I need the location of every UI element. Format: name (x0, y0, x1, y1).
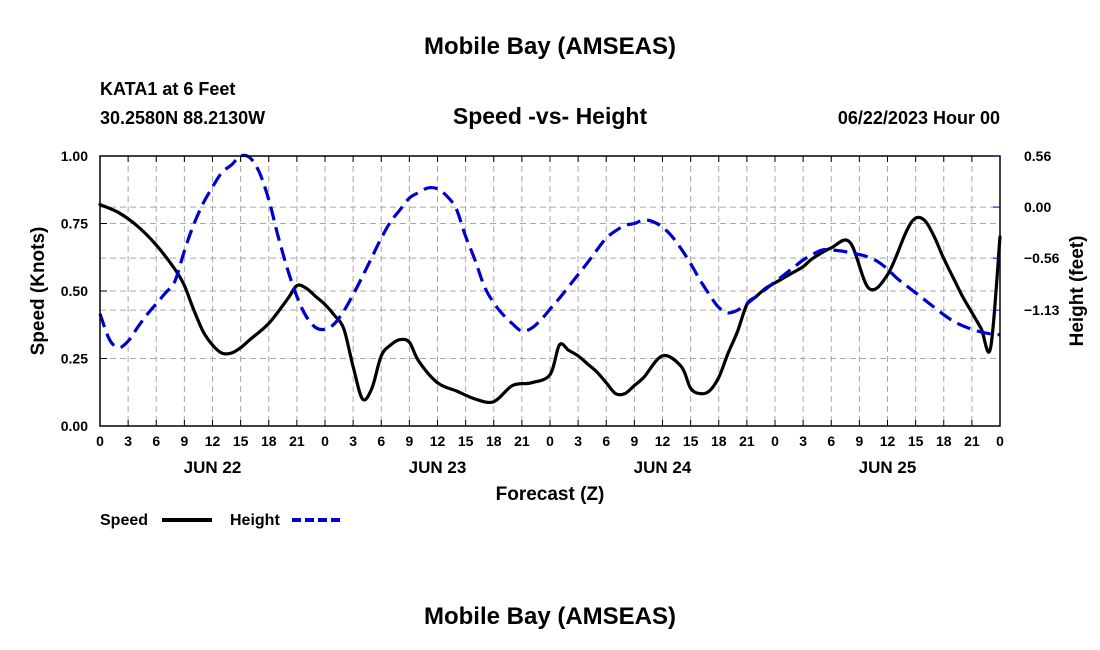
series-line-height (98, 153, 1001, 350)
x-tick-label: 18 (711, 433, 727, 449)
series-line-speed (98, 203, 1002, 405)
x-day-label: JUN 25 (859, 458, 917, 477)
x-tick-label: 18 (486, 433, 502, 449)
y-tick-label-left: 0.75 (61, 216, 88, 232)
y-tick-label-left: 1.00 (61, 148, 88, 164)
x-tick-label: 0 (96, 433, 104, 449)
x-tick-label: 12 (205, 433, 221, 449)
x-tick-label: 21 (289, 433, 305, 449)
x-tick-label: 6 (377, 433, 385, 449)
y-tick-label-left: 0.50 (61, 283, 88, 299)
x-tick-label: 21 (739, 433, 755, 449)
x-tick-label: 3 (124, 433, 132, 449)
forecast-datetime: 06/22/2023 Hour 00 (838, 108, 1000, 128)
station-label: KATA1 at 6 Feet (100, 79, 235, 99)
x-tick-label: 0 (321, 433, 329, 449)
x-tick-label: 6 (827, 433, 835, 449)
x-tick-label: 15 (458, 433, 474, 449)
x-tick-label: 12 (430, 433, 446, 449)
x-tick-label: 3 (574, 433, 582, 449)
x-tick-label: 9 (405, 433, 413, 449)
axis-ticks: 0 3 6 9 12 15 18 21 0 3 6 9 12 15 18 21 0 3 6 9 12 15 18 21 0 3 6 9… (61, 148, 1060, 477)
x-tick-label: 18 (261, 433, 277, 449)
x-tick-label: 12 (880, 433, 896, 449)
x-axis-label: Forecast (Z) (496, 484, 605, 505)
legend-speed-label: Speed (100, 512, 148, 529)
x-tick-label: 15 (908, 433, 924, 449)
x-tick-label: 21 (514, 433, 530, 449)
x-day-label: JUN 23 (409, 458, 467, 477)
y-tick-label-left: 0.25 (61, 351, 88, 367)
station-coordinates: 30.2580N 88.2130W (100, 108, 265, 128)
y-tick-label-right: 0.56 (1024, 148, 1051, 164)
x-tick-label: 6 (152, 433, 160, 449)
legend-height-label: Height (230, 512, 280, 529)
x-day-label: JUN 24 (634, 458, 692, 477)
x-tick-label: 9 (630, 433, 638, 449)
y-tick-label-left: 0.00 (61, 418, 88, 434)
grid (100, 156, 1000, 426)
y-tick-label-right: 0.00 (1024, 199, 1051, 215)
x-tick-label: 3 (349, 433, 357, 449)
x-tick-label: 18 (936, 433, 952, 449)
y-tick-label-right: −1.13 (1024, 302, 1060, 318)
chart-title: Speed -vs- Height (453, 103, 648, 129)
x-tick-label: 6 (602, 433, 610, 449)
x-tick-label: 12 (655, 433, 671, 449)
x-tick-label: 3 (799, 433, 807, 449)
x-tick-label: 0 (771, 433, 779, 449)
x-tick-label: 15 (683, 433, 699, 449)
legend: Speed Height (100, 512, 342, 529)
footer-title: Mobile Bay (AMSEAS) (424, 603, 676, 630)
page-title: Mobile Bay (AMSEAS) (424, 33, 676, 60)
x-tick-label: 9 (180, 433, 188, 449)
x-day-label: JUN 22 (184, 458, 242, 477)
series-layer (98, 153, 1002, 405)
x-tick-label: 0 (546, 433, 554, 449)
y-axis-right-label: Height (feet) (1067, 236, 1088, 347)
y-tick-label-right: −0.56 (1024, 250, 1060, 266)
x-tick-label: 15 (233, 433, 249, 449)
x-tick-label: 0 (996, 433, 1004, 449)
y-axis-left-label: Speed (Knots) (28, 227, 49, 356)
x-tick-label: 21 (964, 433, 980, 449)
x-tick-label: 9 (855, 433, 863, 449)
